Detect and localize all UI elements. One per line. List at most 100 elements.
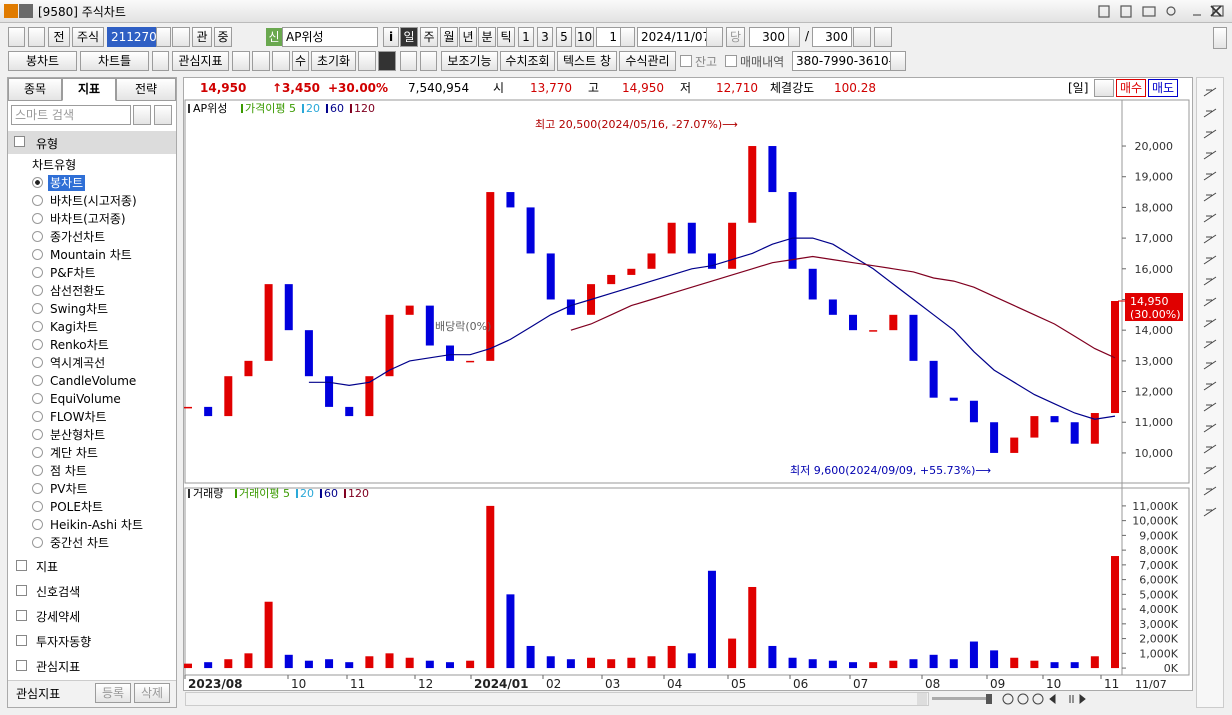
radio[interactable] (32, 195, 43, 206)
chart-type-item[interactable]: 점 차트 (50, 464, 87, 478)
tool-icon[interactable] (1203, 129, 1217, 139)
sidebar-section[interactable]: 강세약세 (36, 610, 81, 624)
tool-icon[interactable] (1203, 108, 1217, 118)
calendar-button[interactable] (706, 27, 723, 47)
radio[interactable] (32, 429, 43, 440)
chart-type-item[interactable]: 바차트(고저종) (50, 212, 126, 226)
frame-button[interactable]: 차트틀 (80, 51, 149, 71)
period-button[interactable]: 년 (459, 27, 477, 47)
interval-input[interactable]: 1 (596, 27, 621, 47)
sidebar-section[interactable]: 신호검색 (36, 585, 81, 599)
sell-button[interactable]: 매도 (1148, 79, 1178, 97)
close-icon[interactable] (1205, 3, 1231, 20)
expand-icon[interactable] (16, 660, 27, 671)
zoom-button[interactable] (853, 27, 871, 47)
chart-type-item[interactable]: 삼선전환도 (50, 284, 106, 298)
tool-icon[interactable] (1203, 360, 1217, 370)
radio[interactable] (32, 411, 43, 422)
count-spinner[interactable] (788, 27, 800, 47)
tool-icon[interactable] (1203, 423, 1217, 433)
period-button[interactable]: 분 (478, 27, 496, 47)
period-button[interactable]: 일 (400, 27, 418, 47)
chart-type-item[interactable]: FLOW차트 (50, 410, 107, 424)
date-input[interactable]: 2024/11/07 (637, 27, 710, 47)
interval-dropdown[interactable] (620, 27, 635, 47)
radio[interactable] (32, 501, 43, 512)
code-dropdown[interactable] (156, 27, 171, 47)
value-lookup-button[interactable]: 수치조회 (500, 51, 555, 71)
cross-button[interactable] (378, 51, 396, 71)
chart-type-item[interactable]: 역시계곡선 (50, 356, 106, 370)
buy-button[interactable]: 매수 (1116, 79, 1146, 97)
tool-icon[interactable] (1203, 381, 1217, 391)
aux-button[interactable]: 보조기능 (441, 51, 498, 71)
chart-type-item[interactable]: Kagi차트 (50, 320, 99, 334)
settings-button[interactable] (874, 27, 892, 47)
expand-icon[interactable] (16, 585, 27, 596)
radio[interactable] (32, 393, 43, 404)
tool-icon[interactable] (1203, 339, 1217, 349)
count-input[interactable]: 300 (749, 27, 789, 47)
current-button[interactable]: 당 (726, 27, 745, 47)
trades-checkbox[interactable] (725, 55, 737, 67)
order-button[interactable]: 수 (292, 51, 309, 71)
expand-icon[interactable] (16, 635, 27, 646)
watch-button[interactable]: 관 (192, 27, 212, 47)
interval-button[interactable]: 10 (575, 27, 594, 47)
tool-icon[interactable] (1203, 87, 1217, 97)
chart-type-item[interactable]: P&F차트 (50, 266, 96, 280)
tool-icons[interactable] (1197, 78, 1223, 538)
add-button[interactable]: 등록 (95, 683, 131, 703)
interval-button[interactable]: 1 (518, 27, 534, 47)
play-back[interactable] (232, 51, 250, 71)
sidebar-section[interactable]: 투자자동향 (36, 635, 92, 649)
tool-icon[interactable] (1203, 171, 1217, 181)
search-input[interactable]: 스마트 검색 (11, 105, 131, 125)
tool-icon[interactable] (1203, 297, 1217, 307)
chart-type-item[interactable]: Renko차트 (50, 338, 109, 352)
tool-icon[interactable] (1203, 150, 1217, 160)
period-button[interactable]: 주 (420, 27, 438, 47)
tool-icon[interactable] (1203, 507, 1217, 517)
stock-name[interactable]: AP위성 (282, 27, 378, 47)
tool-icon[interactable] (1203, 234, 1217, 244)
interval-button[interactable]: 3 (537, 27, 553, 47)
chart-type-item[interactable]: EquiVolume (50, 392, 121, 406)
tool-icon[interactable] (1203, 276, 1217, 286)
radio[interactable] (32, 177, 43, 188)
radio[interactable] (32, 303, 43, 314)
sidebar-tab[interactable]: 전략 (116, 78, 176, 101)
tool-icon[interactable] (1203, 192, 1217, 202)
toolbar-expand[interactable] (1213, 27, 1227, 49)
account-input[interactable]: 380-7990-3610-1 (792, 51, 891, 71)
radio[interactable] (32, 483, 43, 494)
radio[interactable] (32, 249, 43, 260)
search-button[interactable] (172, 27, 190, 47)
window-controls[interactable] (1095, 3, 1230, 20)
chart-type-item[interactable]: 봉차트 (48, 175, 86, 191)
tool-icon[interactable] (1203, 213, 1217, 223)
period-button[interactable]: 월 (440, 27, 458, 47)
chart-type-item[interactable]: CandleVolume (50, 374, 137, 388)
search-option[interactable] (154, 105, 172, 125)
sidebar-tab[interactable]: 지표 (62, 78, 116, 101)
chart-type-item[interactable]: Mountain 차트 (50, 248, 132, 262)
chart-type-button[interactable]: 봉차트 (8, 51, 77, 71)
play-stop[interactable] (252, 51, 270, 71)
radio[interactable] (32, 537, 43, 548)
chart-type-item[interactable]: 계단 차트 (50, 446, 98, 460)
watch-button[interactable]: 중 (214, 27, 232, 47)
account-dropdown[interactable] (890, 51, 906, 71)
next-button[interactable] (28, 27, 45, 47)
radio[interactable] (32, 465, 43, 476)
count-total[interactable]: 300 (812, 27, 852, 47)
balance-checkbox[interactable] (680, 55, 692, 67)
market-button[interactable]: 주식 (72, 27, 104, 47)
radio[interactable] (32, 519, 43, 530)
code-input[interactable]: 211270 (107, 27, 157, 47)
period-button[interactable]: 틱 (497, 27, 515, 47)
chart-settings[interactable] (1094, 79, 1114, 97)
radio[interactable] (32, 267, 43, 278)
radio[interactable] (32, 339, 43, 350)
info-button[interactable]: i (383, 27, 399, 47)
